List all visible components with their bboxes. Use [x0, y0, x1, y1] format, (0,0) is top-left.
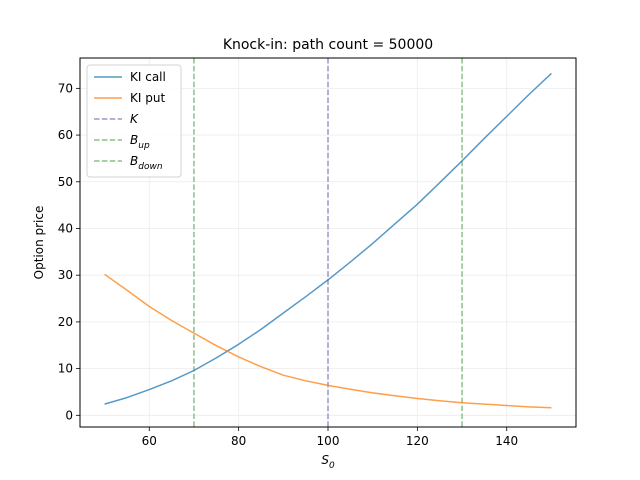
legend-label: KI call: [130, 70, 166, 84]
y-axis-label: Option price: [32, 206, 46, 280]
legend-label: Bdown: [130, 154, 163, 172]
y-tick-label: 60: [58, 128, 73, 142]
x-tick-label: 140: [495, 434, 518, 448]
y-tick-label: 50: [58, 175, 73, 189]
plot-area: [104, 58, 552, 427]
ticks: 60 80 100 120 140 0 10 20 30 40 50 60 70: [58, 81, 518, 448]
x-tick-label: 100: [317, 434, 340, 448]
chart-title: Knock-in: path count = 50000: [223, 37, 433, 53]
y-tick-label: 0: [65, 408, 73, 422]
y-tick-label: 70: [58, 81, 73, 95]
legend-box: [86, 64, 182, 178]
y-tick-label: 40: [58, 221, 73, 235]
legend-label: K: [130, 112, 139, 126]
x-tick-label: 80: [231, 434, 246, 448]
x-axis-label: S0: [321, 453, 335, 471]
y-tick-label: 30: [58, 268, 73, 282]
y-tick-label: 10: [58, 362, 73, 376]
y-tick-label: 20: [58, 315, 73, 329]
x-tick-label: 120: [406, 434, 429, 448]
legend-label: KI put: [130, 91, 165, 105]
series-line-ki-put: [104, 273, 552, 409]
legend: KI call KI put K Bup Bdown: [86, 64, 182, 178]
legend-label: Bup: [130, 133, 150, 151]
x-tick-label: 60: [142, 434, 157, 448]
series-line-ki-call: [104, 72, 552, 405]
